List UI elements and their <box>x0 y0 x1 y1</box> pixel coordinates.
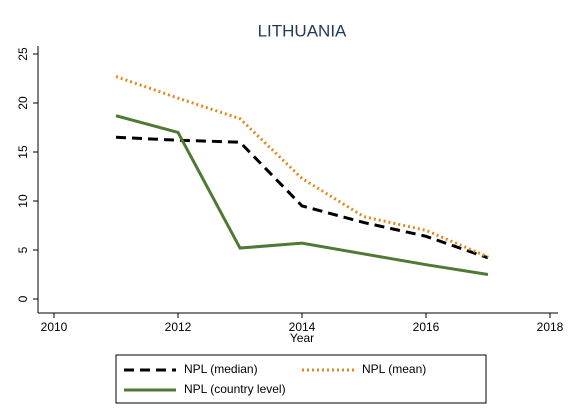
x-axis-label: Year <box>290 331 314 345</box>
series-line <box>115 135 489 260</box>
x-tick-label: 2014 <box>289 320 316 334</box>
y-tick-label: 25 <box>16 47 30 61</box>
x-tick-label: 2012 <box>165 320 192 334</box>
series-line <box>115 114 489 276</box>
y-tick-label: 0 <box>16 295 30 302</box>
x-tick-label: 2016 <box>413 320 440 334</box>
y-tick-label: 15 <box>16 145 30 159</box>
series-line <box>115 75 489 259</box>
y-tick-label: 5 <box>16 246 30 253</box>
y-tick-label: 10 <box>16 194 30 208</box>
legend-label: NPL (median) <box>184 362 258 376</box>
legend-box <box>115 354 487 404</box>
legend-label: NPL (mean) <box>362 362 426 376</box>
y-tick-label: 20 <box>16 96 30 110</box>
x-tick-label: 2018 <box>537 320 564 334</box>
chart-title: LITHUANIA <box>258 21 347 40</box>
x-tick-label: 2010 <box>41 320 68 334</box>
legend-label: NPL (country level) <box>184 382 286 396</box>
